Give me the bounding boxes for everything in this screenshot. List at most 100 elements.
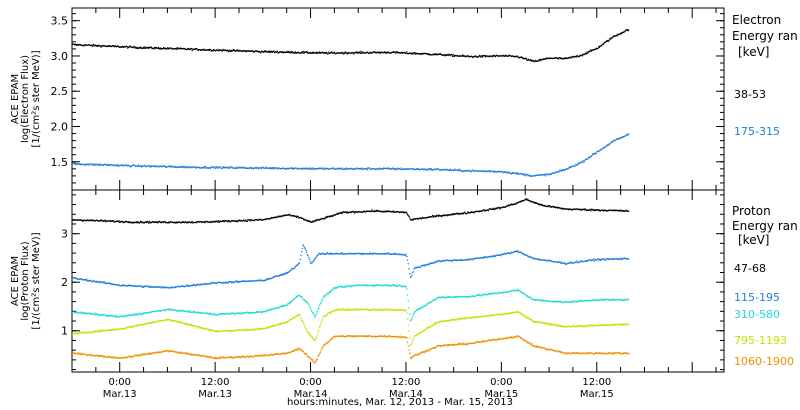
data-point — [402, 211, 404, 213]
data-point — [293, 267, 296, 269]
data-point — [328, 253, 331, 255]
data-point — [608, 39, 610, 41]
data-point — [170, 221, 173, 223]
data-point — [155, 165, 157, 167]
data-point — [213, 282, 215, 284]
data-point — [211, 166, 213, 168]
data-point — [92, 281, 94, 283]
data-point — [162, 286, 164, 289]
data-point — [185, 322, 188, 325]
data-point — [196, 48, 198, 50]
data-point — [464, 295, 467, 297]
data-point — [482, 56, 484, 58]
data-point — [484, 170, 486, 172]
data-point — [573, 300, 575, 303]
data-point — [79, 332, 81, 334]
data-point — [215, 166, 218, 169]
data-point — [376, 167, 379, 170]
data-point — [468, 259, 470, 261]
data-point — [427, 216, 429, 218]
data-point — [208, 167, 210, 169]
data-point — [606, 39, 608, 42]
data-point — [439, 169, 441, 171]
data-point — [519, 56, 521, 58]
data-point — [242, 311, 244, 314]
data-point — [562, 208, 564, 210]
data-point — [326, 294, 328, 296]
data-point — [598, 46, 600, 48]
data-point — [368, 284, 370, 287]
data-point — [245, 312, 247, 314]
data-point — [412, 52, 414, 54]
data-point — [595, 259, 598, 261]
data-point — [440, 215, 442, 217]
data-point — [339, 285, 341, 288]
data-point — [203, 283, 205, 285]
data-point — [272, 324, 274, 327]
data-point — [616, 298, 618, 301]
data-point — [493, 255, 495, 258]
data-point — [249, 220, 251, 222]
data-point — [420, 218, 422, 220]
data-point — [89, 163, 91, 165]
data-point — [548, 300, 550, 302]
data-point — [588, 209, 590, 212]
data-point — [177, 310, 179, 312]
data-point — [437, 215, 439, 217]
data-point — [230, 313, 232, 315]
data-point — [392, 309, 394, 311]
data-point — [625, 323, 627, 325]
data-point — [92, 45, 94, 47]
data-point — [394, 309, 396, 311]
data-point — [225, 282, 228, 284]
data-point — [84, 279, 86, 281]
data-point — [312, 337, 314, 340]
data-point — [493, 292, 495, 294]
data-point — [508, 291, 510, 293]
data-point — [600, 259, 603, 261]
data-point — [506, 55, 508, 57]
data-point — [368, 52, 370, 54]
data-point — [603, 42, 605, 44]
data-point — [183, 222, 185, 224]
data-point — [103, 355, 105, 357]
data-point — [414, 311, 417, 313]
data-point — [537, 60, 539, 62]
data-point — [258, 329, 260, 331]
data-point — [134, 221, 136, 224]
data-point — [442, 214, 444, 217]
data-point — [253, 51, 255, 53]
data-point — [182, 322, 184, 324]
data-point — [598, 46, 600, 48]
data-point — [184, 285, 186, 288]
data-point — [557, 207, 559, 209]
data-point — [446, 53, 448, 56]
data-point — [75, 44, 77, 46]
data-point — [364, 168, 366, 170]
data-point — [577, 326, 579, 328]
data-point — [250, 329, 253, 331]
data-point — [602, 147, 604, 149]
data-point — [372, 285, 374, 287]
data-point — [339, 212, 341, 214]
data-point — [80, 44, 82, 46]
data-point — [136, 354, 138, 356]
data-point — [236, 50, 238, 52]
data-point — [293, 298, 296, 300]
data-point — [484, 209, 487, 212]
data-point — [390, 309, 392, 311]
data-point — [95, 313, 97, 315]
data-point — [401, 211, 404, 213]
data-point — [91, 44, 93, 46]
data-point — [444, 168, 446, 170]
data-point — [119, 315, 122, 317]
data-point — [92, 43, 95, 46]
data-point — [426, 216, 428, 219]
data-point — [340, 285, 342, 287]
data-point — [531, 201, 533, 203]
data-point — [566, 168, 568, 170]
data-point — [551, 300, 553, 303]
data-point — [452, 296, 454, 299]
data-point — [141, 222, 143, 224]
data-point — [205, 220, 208, 222]
